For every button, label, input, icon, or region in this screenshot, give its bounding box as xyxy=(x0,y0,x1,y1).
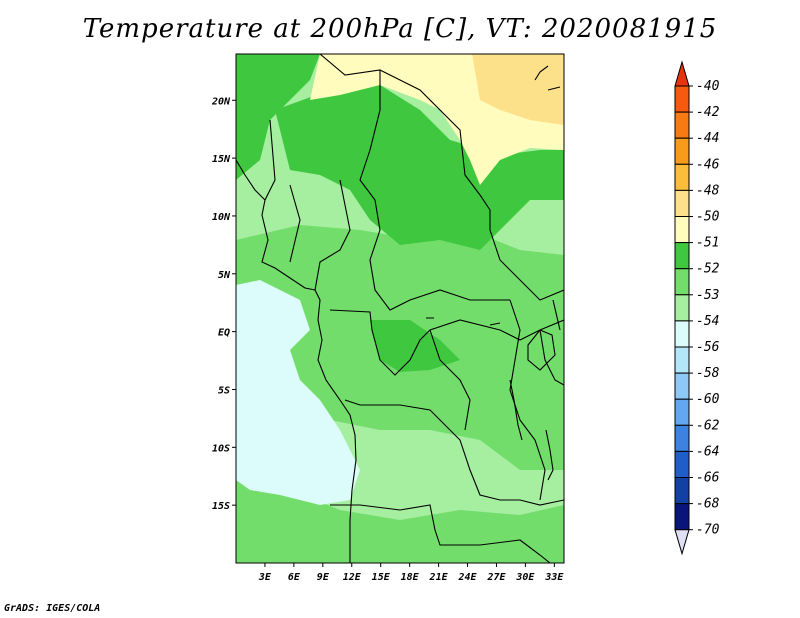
colorbar-segment xyxy=(674,189,690,217)
lat-tick-label: 15S xyxy=(212,501,230,512)
lon-tick-label: 6E xyxy=(288,572,301,583)
colorbar-label: -44 xyxy=(696,131,719,146)
lat-tick-label: EQ xyxy=(218,328,230,339)
lon-tick-label: 12E xyxy=(343,572,362,583)
lon-tick-label: 30E xyxy=(515,572,535,583)
border xyxy=(539,329,564,386)
lat-tick-label: 15N xyxy=(212,154,231,165)
colorbar-label: -60 xyxy=(696,392,720,407)
colorbar-segment xyxy=(674,294,690,322)
border xyxy=(429,329,471,431)
lake xyxy=(527,329,556,371)
colorbar-segment xyxy=(674,111,690,139)
border xyxy=(359,70,510,311)
lon-tick-label: 24E xyxy=(457,572,477,583)
colorbar-segment xyxy=(674,242,690,270)
colorbar-segment xyxy=(674,477,690,505)
colorbar-label: -40 xyxy=(696,79,720,94)
field-region-minus52 xyxy=(370,320,460,372)
lon-tick-label: 21E xyxy=(429,572,449,583)
map-frame xyxy=(235,53,565,564)
colorbar-label: -48 xyxy=(696,183,720,198)
chart-title: Temperature at 200hPa [C], VT: 202008191… xyxy=(82,14,718,44)
lon-axis: 3E 6E 9E 12E 15E 18E 21E 24E 27E 30E 33E xyxy=(258,563,564,583)
lake xyxy=(426,317,501,326)
lake xyxy=(509,379,523,441)
colorbar-segment xyxy=(674,346,690,374)
colorbar-segment xyxy=(674,372,690,400)
colorbar-label: -51 xyxy=(696,236,719,251)
colorbar-label: -46 xyxy=(696,157,720,172)
colorbar-segment xyxy=(674,268,690,296)
coastline xyxy=(534,65,561,331)
temperature-field xyxy=(236,54,564,563)
field-region-minus53 xyxy=(236,470,564,563)
lat-tick-label: 20N xyxy=(211,96,231,107)
field-region-minus52 xyxy=(275,85,564,250)
colorbar-segment xyxy=(674,163,690,191)
border xyxy=(329,309,564,376)
lat-tick-label: 5S xyxy=(218,385,230,396)
colorbar-segment xyxy=(674,398,690,426)
border xyxy=(264,119,351,291)
border xyxy=(330,504,551,563)
colorbar-segment xyxy=(674,85,690,113)
lat-tick-label: 10N xyxy=(212,212,231,223)
colorbar-segment xyxy=(674,503,690,531)
field-region-minus52 xyxy=(236,54,320,180)
lat-tick-label: 5N xyxy=(218,270,231,281)
political-boundaries xyxy=(236,54,564,563)
lon-tick-label: 15E xyxy=(372,572,391,583)
grads-credit: GrADS: IGES/COLA xyxy=(4,603,101,614)
lon-tick-label: 33E xyxy=(544,572,564,583)
lon-tick-label: 3E xyxy=(258,572,272,583)
colorbar-segment xyxy=(674,529,690,556)
colorbar-label: -68 xyxy=(696,497,720,512)
lon-tick-label: 18E xyxy=(401,572,420,583)
lat-axis: 20N 15N 10N 5N EQ 5S 10S 15S xyxy=(211,96,236,512)
colorbar-label: -42 xyxy=(696,105,720,120)
lake xyxy=(545,429,554,481)
lon-tick-label: 27E xyxy=(486,572,506,583)
colorbar-label: -70 xyxy=(696,523,720,538)
colorbar-label: -62 xyxy=(696,418,720,433)
colorbar-segment xyxy=(674,216,690,244)
field-region-minus54 xyxy=(236,280,360,505)
colorbar-segment xyxy=(674,60,690,87)
colorbar-label: -58 xyxy=(696,366,720,381)
lat-tick-label: 10S xyxy=(212,443,230,454)
colorbar-label: -53 xyxy=(696,288,719,303)
colorbar-segment xyxy=(674,320,690,348)
colorbar-segment xyxy=(674,450,690,478)
colorbar-label: -54 xyxy=(696,314,719,329)
coastline xyxy=(236,159,357,563)
colorbar-label: -50 xyxy=(696,210,720,225)
border xyxy=(344,399,564,506)
colorbar-label: -64 xyxy=(696,444,719,459)
colorbar-segment xyxy=(674,424,690,452)
colorbar-label: -56 xyxy=(696,340,720,355)
colorbar-label: -66 xyxy=(696,471,720,486)
lon-tick-label: 9E xyxy=(317,572,330,583)
colorbar-segment xyxy=(674,137,690,165)
colorbar-label: -52 xyxy=(696,262,720,277)
colorbar: -40 -42 -44 -46 -48 -50 -51 -52 -53 -54 -56 -58 -60 -… xyxy=(674,60,720,556)
